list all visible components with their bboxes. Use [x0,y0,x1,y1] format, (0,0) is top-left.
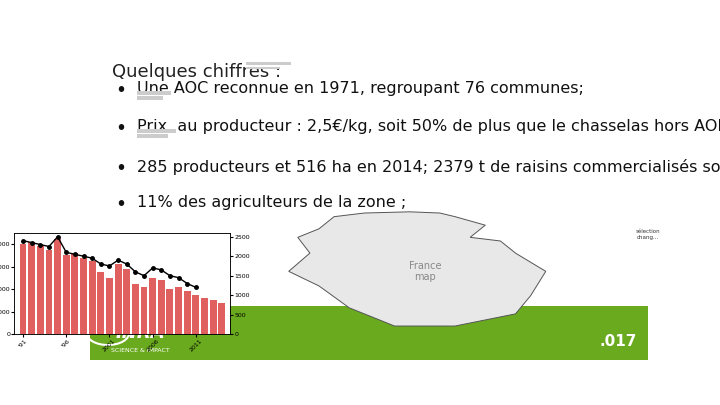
Bar [89,261,96,334]
Bar [19,244,27,334]
Bar [114,264,122,334]
FancyBboxPatch shape [138,96,163,100]
Text: 11% des agriculteurs de la zone ;: 11% des agriculteurs de la zone ; [138,195,407,210]
Bar [123,269,130,334]
FancyBboxPatch shape [138,134,168,138]
Text: France
map: France map [408,260,441,282]
Bar [71,253,78,334]
Bar [149,278,156,334]
Bar [192,295,199,334]
Text: Prix  au producteur : 2,5€/kg, soit 50% de plus que le chasselas hors AOP;: Prix au producteur : 2,5€/kg, soit 50% d… [138,119,720,134]
Bar [106,278,113,334]
Text: •: • [115,195,126,214]
Text: 285 producteurs et 516 ha en 2014; 2379 t de raisins commercialisés sous AOP ;: 285 producteurs et 516 ha en 2014; 2379 … [138,159,720,175]
Polygon shape [289,212,546,326]
Bar [158,280,165,334]
FancyBboxPatch shape [138,91,171,95]
Text: •: • [115,159,126,178]
FancyBboxPatch shape [246,62,291,65]
Text: SCIENCE & IMPACT: SCIENCE & IMPACT [111,348,170,353]
FancyBboxPatch shape [90,306,648,360]
Text: Quelques chiffres :: Quelques chiffres : [112,63,282,81]
Bar [201,298,208,334]
FancyBboxPatch shape [246,67,280,69]
Bar [45,250,53,334]
Bar [210,301,217,334]
Bar [132,284,139,334]
Bar [97,272,104,334]
Bar [37,246,44,334]
Bar [218,303,225,334]
Text: sélection
chang...: sélection chang... [636,229,660,240]
Text: INRA: INRA [115,324,165,342]
Text: •: • [115,81,126,100]
Bar [140,287,148,334]
Bar [28,242,35,334]
Text: .017: .017 [600,334,637,349]
Bar [54,239,61,334]
Text: •: • [115,119,126,138]
Bar [166,289,174,334]
Bar [184,291,191,334]
Text: Une AOC reconnue en 1971, regroupant 76 communes;: Une AOC reconnue en 1971, regroupant 76 … [138,81,585,96]
Bar [63,256,70,334]
FancyBboxPatch shape [138,129,176,133]
Bar [175,287,182,334]
Bar [80,258,87,334]
